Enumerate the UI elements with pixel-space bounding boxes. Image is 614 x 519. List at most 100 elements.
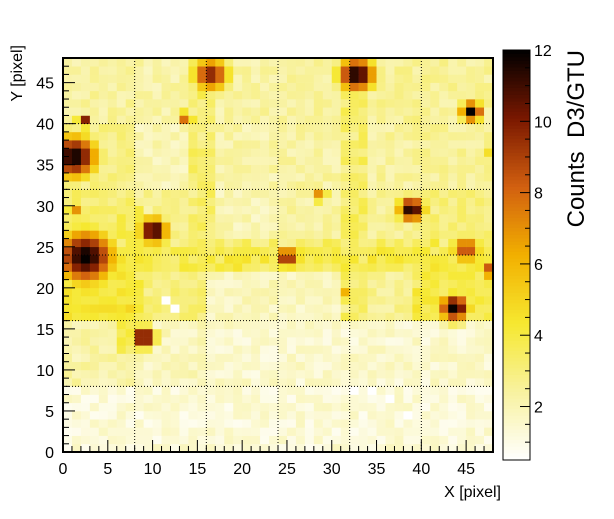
heatmap-cell bbox=[134, 156, 144, 166]
heatmap-cell bbox=[63, 410, 73, 420]
heatmap-cell bbox=[466, 140, 476, 149]
heatmap-cell bbox=[286, 394, 297, 404]
heatmap-cell bbox=[385, 378, 395, 387]
heatmap-cell bbox=[484, 238, 494, 248]
heatmap-cell bbox=[206, 312, 216, 321]
heatmap-cell bbox=[116, 66, 127, 75]
heatmap-cell bbox=[224, 378, 234, 387]
heatmap-cell bbox=[143, 164, 153, 174]
heatmap-cell bbox=[161, 222, 171, 231]
heatmap-cell bbox=[457, 320, 467, 330]
heatmap-cell bbox=[475, 296, 485, 305]
heatmap-cell bbox=[412, 99, 422, 108]
heatmap-cell bbox=[421, 402, 431, 412]
heatmap-cell bbox=[286, 402, 297, 412]
heatmap-cell bbox=[331, 58, 342, 67]
heatmap-cell bbox=[403, 320, 413, 330]
heatmap-cell bbox=[376, 164, 386, 174]
color-scale-segment bbox=[503, 67, 530, 71]
color-scale-segment bbox=[503, 196, 530, 201]
heatmap-cell bbox=[313, 271, 324, 280]
heatmap-cell bbox=[143, 148, 153, 157]
heatmap-cell bbox=[125, 99, 135, 108]
heatmap-cell bbox=[394, 123, 404, 133]
heatmap-cell bbox=[349, 263, 359, 272]
color-scale-segment bbox=[503, 268, 530, 273]
heatmap-cell bbox=[376, 66, 386, 75]
heatmap-cell bbox=[475, 394, 485, 404]
heatmap-cell bbox=[278, 131, 288, 141]
heatmap-cell bbox=[107, 115, 118, 124]
heatmap-cell bbox=[107, 394, 118, 404]
heatmap-cell bbox=[134, 345, 144, 354]
heatmap-cell bbox=[143, 312, 153, 321]
heatmap-cell bbox=[63, 230, 73, 239]
heatmap-cell bbox=[475, 443, 485, 453]
heatmap-cell bbox=[304, 345, 315, 354]
color-scale-segment bbox=[503, 340, 530, 345]
heatmap-cell bbox=[412, 279, 422, 289]
heatmap-cell bbox=[269, 287, 279, 297]
heatmap-cell bbox=[295, 337, 306, 346]
heatmap-cell bbox=[484, 279, 494, 289]
heatmap-cell bbox=[197, 337, 207, 346]
color-scale-frame bbox=[502, 49, 531, 461]
heatmap-cell bbox=[179, 140, 189, 149]
heatmap-cell bbox=[134, 328, 144, 338]
heatmap-cell bbox=[394, 296, 404, 305]
heatmap-cell bbox=[233, 172, 243, 182]
heatmap-cell bbox=[295, 156, 306, 166]
heatmap-cell bbox=[125, 378, 135, 387]
heatmap-cell bbox=[340, 263, 350, 272]
heatmap-cell bbox=[197, 197, 207, 207]
heatmap-cell bbox=[224, 353, 234, 363]
color-scale-segment bbox=[503, 224, 530, 229]
heatmap-cell bbox=[179, 435, 189, 445]
heatmap-cell bbox=[242, 263, 252, 272]
heatmap-cell bbox=[170, 205, 180, 215]
color-scale-segment bbox=[503, 190, 530, 194]
heatmap-cell bbox=[430, 279, 440, 289]
heatmap-cell bbox=[421, 238, 431, 248]
heatmap-cell bbox=[188, 189, 198, 198]
heatmap-cell bbox=[269, 189, 279, 198]
heatmap-cell bbox=[242, 58, 252, 67]
heatmap-cell bbox=[125, 320, 135, 330]
color-scale-segment bbox=[503, 371, 530, 375]
heatmap-cell bbox=[331, 337, 342, 346]
heatmap-cell bbox=[179, 172, 189, 182]
color-scale-segment bbox=[503, 149, 530, 153]
heatmap-cell bbox=[448, 148, 458, 157]
heatmap-cell bbox=[269, 419, 279, 428]
heatmap-cell bbox=[224, 443, 234, 453]
heatmap-cell bbox=[152, 378, 162, 387]
heatmap-cell bbox=[340, 213, 350, 223]
heatmap-cell bbox=[89, 131, 100, 141]
heatmap-cell bbox=[206, 181, 216, 190]
heatmap-cell bbox=[349, 427, 359, 436]
heatmap-cell bbox=[295, 148, 306, 157]
heatmap-cell bbox=[224, 263, 234, 272]
heatmap-cell bbox=[188, 230, 198, 239]
heatmap-cell bbox=[286, 230, 297, 239]
heatmap-cell bbox=[80, 345, 91, 354]
heatmap-cell bbox=[206, 115, 216, 124]
heatmap-cell bbox=[475, 435, 485, 445]
heatmap-cell bbox=[304, 435, 315, 445]
x-tick-label: 35 bbox=[368, 461, 386, 478]
heatmap-cell bbox=[457, 328, 467, 338]
heatmap-cell bbox=[233, 402, 243, 412]
heatmap-cell bbox=[242, 148, 252, 157]
color-scale-segment bbox=[503, 60, 530, 65]
heatmap-cell bbox=[340, 394, 350, 404]
heatmap-cell bbox=[286, 271, 297, 280]
heatmap-cell bbox=[412, 353, 422, 363]
heatmap-cell bbox=[179, 394, 189, 404]
heatmap-cell bbox=[152, 246, 162, 256]
heatmap-cell bbox=[313, 131, 324, 141]
heatmap-cell bbox=[224, 99, 234, 108]
heatmap-cell bbox=[63, 287, 73, 297]
color-scale-segment bbox=[503, 237, 530, 242]
heatmap-cell bbox=[385, 115, 395, 124]
color-scale-segment bbox=[503, 220, 530, 225]
